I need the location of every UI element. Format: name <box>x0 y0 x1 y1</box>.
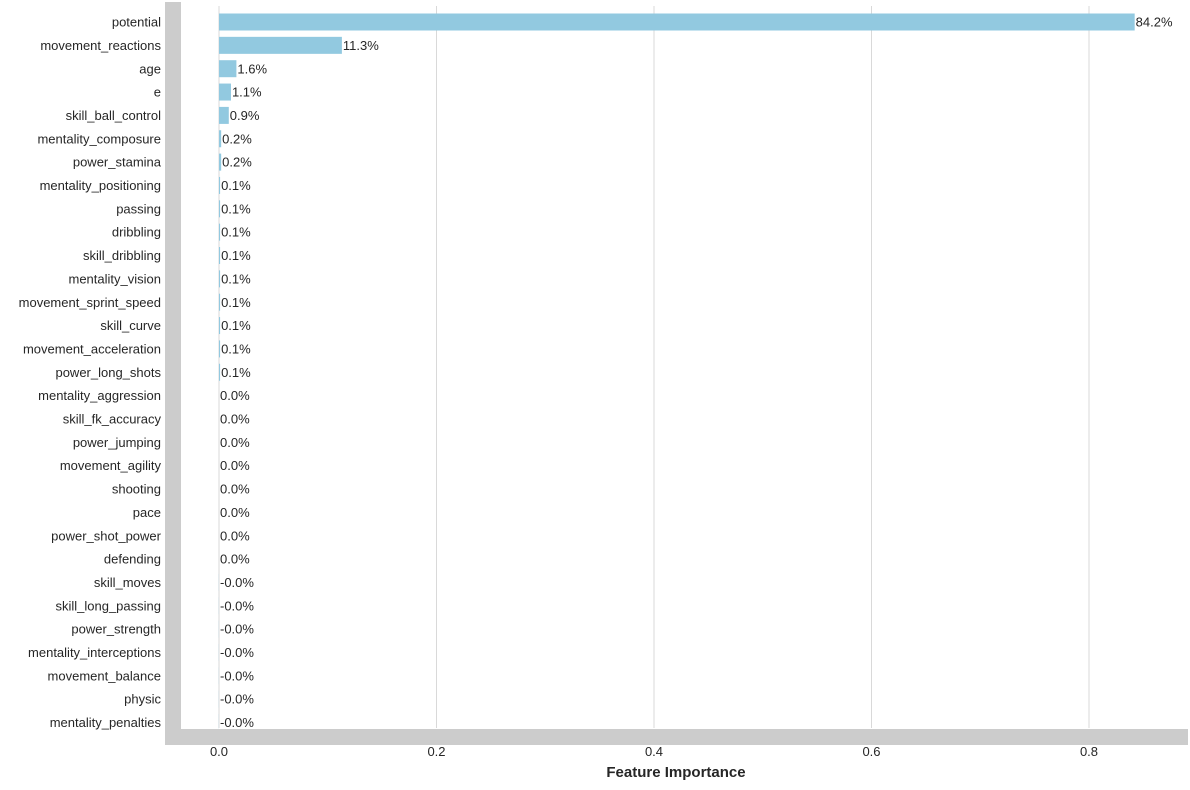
data-label-mentality_positioning: 0.1% <box>221 178 251 193</box>
data-label-mentality_penalties: -0.0% <box>220 715 254 730</box>
x-tick-label: 0.4 <box>645 744 663 759</box>
y-tick-label: mentality_positioning <box>40 178 161 193</box>
y-tick-label: pace <box>133 505 161 520</box>
data-label-dribbling: 0.1% <box>221 225 251 240</box>
y-tick-label: dribbling <box>112 225 161 240</box>
y-tick-label: movement_agility <box>60 458 162 473</box>
x-axis-title: Feature Importance <box>606 764 745 781</box>
bar-skill_ball_control <box>219 106 229 124</box>
x-tick-label: 0.8 <box>1080 744 1098 759</box>
x-tick-label: 0.0 <box>210 744 228 759</box>
data-label-movement_acceleration: 0.1% <box>221 341 251 356</box>
data-label-skill_curve: 0.1% <box>221 318 251 333</box>
bar-power_long_shots <box>219 363 221 381</box>
y-tick-label: potential <box>112 15 161 30</box>
bar-age <box>219 60 237 78</box>
bar-mentality_positioning <box>219 176 221 194</box>
y-tick-label: mentality_aggression <box>38 388 161 403</box>
bar-mentality_vision <box>219 270 221 288</box>
x-tick-label: 0.2 <box>427 744 445 759</box>
y-tick-label: movement_reactions <box>40 38 161 53</box>
data-label-mentality_interceptions: -0.0% <box>220 645 254 660</box>
y-tick-label: passing <box>116 201 161 216</box>
data-label-skill_ball_control: 0.9% <box>230 108 260 123</box>
y-tick-label: skill_moves <box>94 575 162 590</box>
data-label-mentality_aggression: 0.0% <box>220 388 250 403</box>
y-tick-label: power_long_shots <box>55 365 161 380</box>
y-tick-label: power_shot_power <box>51 528 162 543</box>
data-label-movement_reactions: 11.3% <box>343 38 379 53</box>
data-label-skill_moves: -0.0% <box>220 575 254 590</box>
y-tick-label: mentality_penalties <box>50 715 162 730</box>
data-label-passing: 0.1% <box>221 201 251 216</box>
data-label-potential: 84.2% <box>1136 15 1173 30</box>
bar-movement_acceleration <box>219 340 221 358</box>
data-label-mentality_composure: 0.2% <box>222 131 252 146</box>
data-labels: 84.2% 11.3% 1.6% 1.1% 0.9% 0.2% 0.2% 0.1% 0.1% 0.… <box>220 15 1173 730</box>
bar-skill_curve <box>219 317 221 335</box>
data-label-power_strength: -0.0% <box>220 622 254 637</box>
data-label-defending: 0.0% <box>220 552 250 567</box>
x-axis-spine <box>165 729 1188 745</box>
data-label-movement_sprint_speed: 0.1% <box>221 295 251 310</box>
bar-dribbling <box>219 223 221 241</box>
data-label-pace: 0.0% <box>220 505 250 520</box>
data-label-e: 1.1% <box>232 85 262 100</box>
y-tick-label: physic <box>124 692 161 707</box>
y-tick-label: skill_fk_accuracy <box>63 412 162 427</box>
bar-movement_sprint_speed <box>219 293 221 311</box>
grid-lines <box>218 6 1090 728</box>
x-tick-label: 0.6 <box>862 744 880 759</box>
y-tick-label: skill_dribbling <box>83 248 161 263</box>
y-tick-label: skill_long_passing <box>55 598 161 613</box>
data-label-shooting: 0.0% <box>220 482 250 497</box>
y-tick-label: movement_balance <box>48 668 161 683</box>
y-tick-label: power_strength <box>71 622 161 637</box>
data-label-skill_fk_accuracy: 0.0% <box>220 412 250 427</box>
data-label-power_long_shots: 0.1% <box>221 365 251 380</box>
data-label-movement_balance: -0.0% <box>220 668 254 683</box>
bars <box>218 13 1135 731</box>
y-tick-label: shooting <box>112 482 161 497</box>
y-tick-label: defending <box>104 552 161 567</box>
bar-skill_dribbling <box>219 247 221 264</box>
y-axis-spine <box>165 2 181 745</box>
bar-power_stamina <box>219 153 222 171</box>
y-tick-label: mentality_interceptions <box>28 645 161 660</box>
bar-passing <box>219 200 221 218</box>
bar-movement_reactions <box>219 36 342 54</box>
bar-potential <box>219 13 1135 31</box>
y-tick-label: age <box>139 61 161 76</box>
data-label-power_jumping: 0.0% <box>220 435 250 450</box>
data-label-movement_agility: 0.0% <box>220 458 250 473</box>
y-tick-label: mentality_vision <box>69 271 162 286</box>
data-label-power_stamina: 0.2% <box>222 155 252 170</box>
data-label-age: 1.6% <box>237 61 267 76</box>
y-tick-label: power_stamina <box>73 155 162 170</box>
x-axis-tick-labels: 0.0 0.2 0.4 0.6 0.8 <box>210 744 1098 759</box>
y-tick-label: movement_sprint_speed <box>19 295 161 310</box>
data-label-skill_long_passing: -0.0% <box>220 598 254 613</box>
y-tick-label: movement_acceleration <box>23 341 161 356</box>
y-tick-label: e <box>154 85 161 100</box>
bar-e <box>219 83 231 101</box>
data-label-physic: -0.0% <box>220 692 254 707</box>
y-tick-label: skill_ball_control <box>66 108 161 123</box>
data-label-mentality_vision: 0.1% <box>221 271 251 286</box>
y-tick-label: power_jumping <box>73 435 161 450</box>
y-tick-label: skill_curve <box>100 318 161 333</box>
bar-mentality_composure <box>219 130 222 148</box>
data-label-skill_dribbling: 0.1% <box>221 248 251 263</box>
data-label-power_shot_power: 0.0% <box>220 528 250 543</box>
y-tick-label: mentality_composure <box>37 131 161 146</box>
